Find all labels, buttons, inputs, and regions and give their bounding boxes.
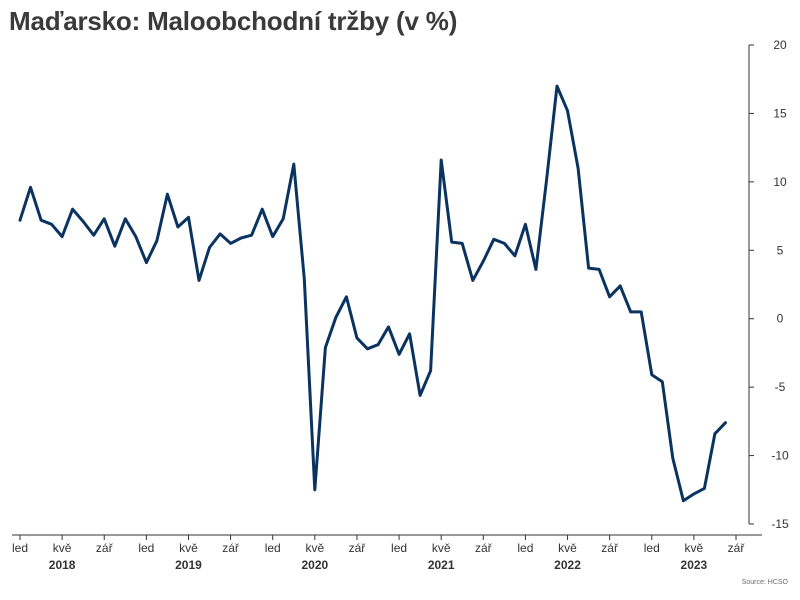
source-note: Source: HCSO — [741, 579, 788, 586]
y-tick-label: 10 — [773, 175, 787, 189]
x-year-label: 2022 — [554, 558, 581, 572]
y-tick-label: 5 — [777, 243, 784, 257]
x-year-label: 2023 — [681, 558, 708, 572]
y-axis: 20 15 10 5 0 -5 -10 -15 — [748, 38, 789, 531]
chart-title: Maďarsko: Maloobchodní tržby (v %) — [9, 6, 458, 36]
x-tick-label: zář — [222, 541, 240, 555]
x-tick-label: zář — [349, 541, 367, 555]
x-tick-label: kvě — [432, 541, 451, 555]
series-line — [18, 84, 727, 503]
x-year-label: 2021 — [428, 558, 455, 572]
x-axis: led kvě zář led kvě zář led kvě zář led kvě zář led k… — [12, 534, 762, 572]
y-tick-label: -10 — [771, 449, 789, 463]
x-tick-label: zář — [728, 541, 746, 555]
x-year-label: 2018 — [49, 558, 76, 572]
y-tick-label: 15 — [773, 106, 787, 120]
x-tick-label: kvě — [305, 541, 324, 555]
x-tick-label: zář — [601, 541, 619, 555]
y-tick-label: 0 — [777, 312, 784, 326]
x-tick-label: led — [265, 541, 281, 555]
x-tick-label: led — [517, 541, 533, 555]
x-tick-label: led — [138, 541, 154, 555]
x-tick-label: kvě — [558, 541, 577, 555]
x-tick-label: kvě — [179, 541, 198, 555]
y-tick-label: 20 — [773, 38, 787, 52]
x-year-label: 2020 — [301, 558, 328, 572]
x-tick-label: zář — [475, 541, 493, 555]
x-tick-label: kvě — [685, 541, 704, 555]
x-tick-label: zář — [96, 541, 114, 555]
series-group — [18, 84, 727, 503]
x-tick-label: led — [644, 541, 660, 555]
y-tick-label: -5 — [775, 380, 786, 394]
y-tick-label: -15 — [771, 517, 789, 531]
x-tick-label: led — [12, 541, 28, 555]
x-year-label: 2019 — [175, 558, 202, 572]
x-tick-label: kvě — [53, 541, 72, 555]
x-tick-label: led — [391, 541, 407, 555]
